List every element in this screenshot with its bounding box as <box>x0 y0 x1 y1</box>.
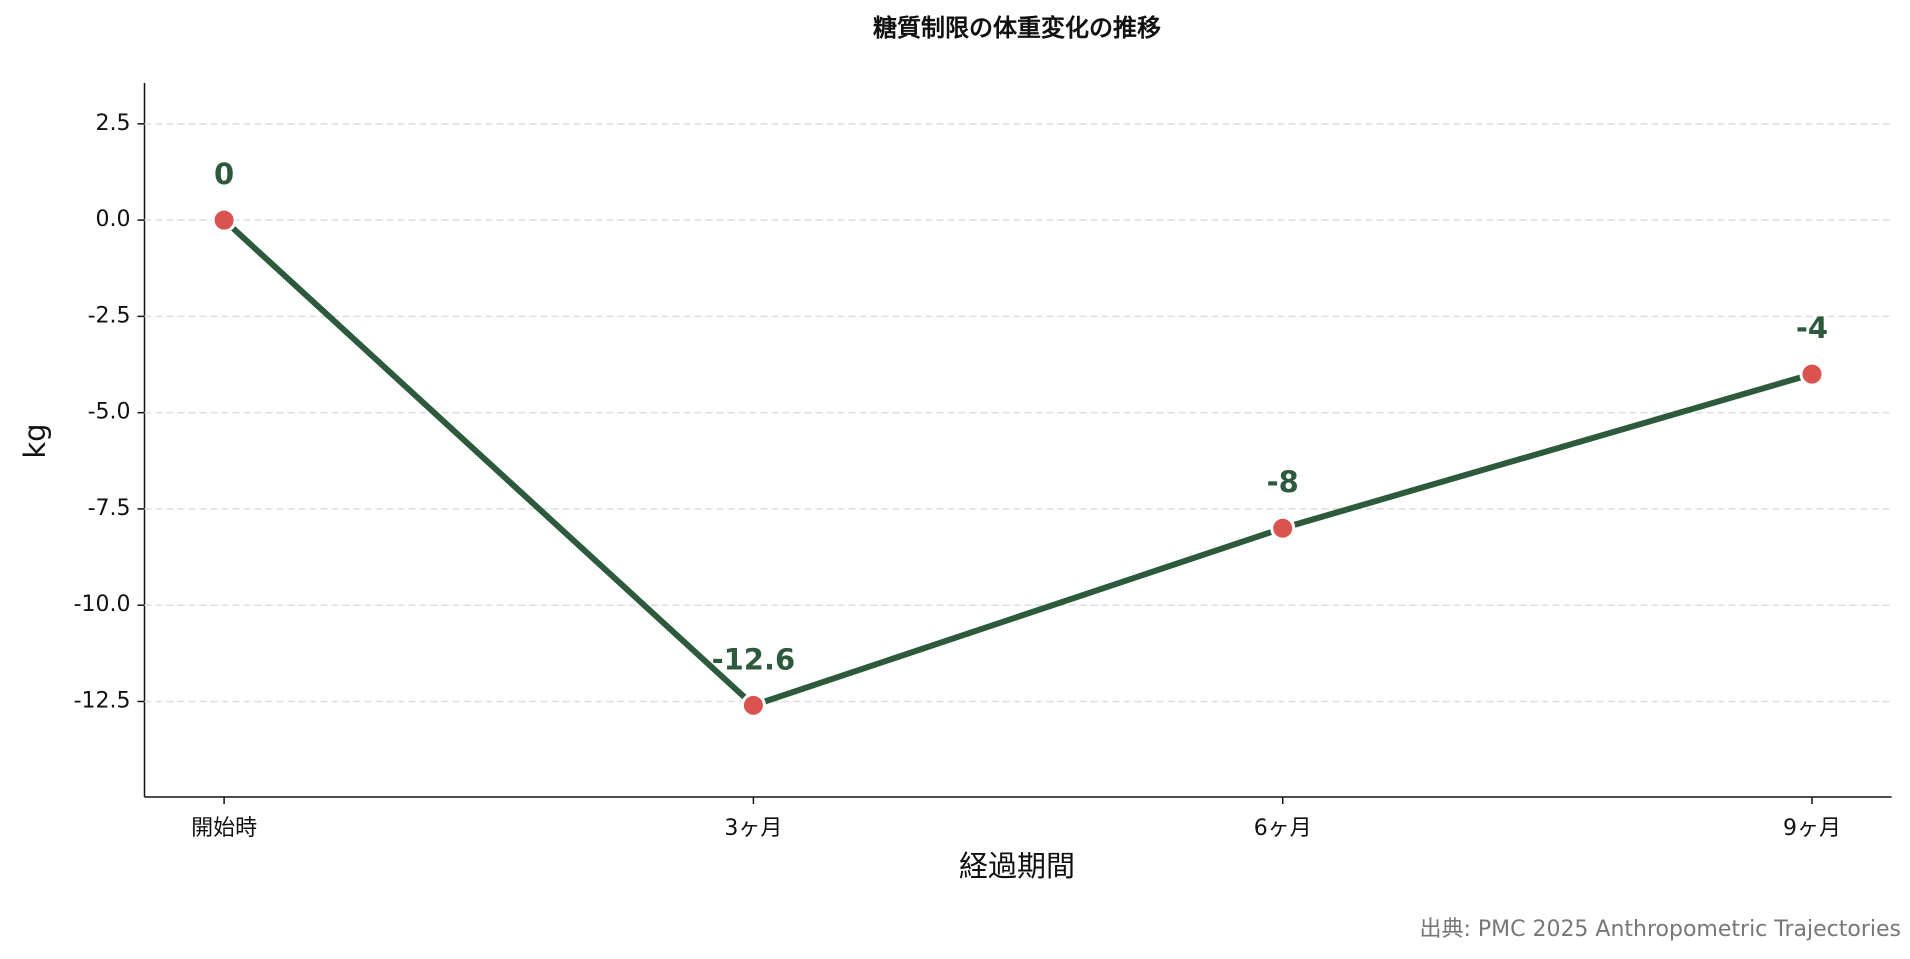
data-label: 0 <box>214 157 234 191</box>
data-label: -12.6 <box>712 642 796 676</box>
y-tick-label: -7.5 <box>88 496 131 521</box>
source-note: 出典: PMC 2025 Anthropometric Trajectories <box>1419 917 1901 942</box>
data-label: -8 <box>1267 465 1299 499</box>
chart-title: 糖質制限の体重変化の推移 <box>873 14 1161 42</box>
data-point <box>740 692 766 718</box>
y-axis-label: kg <box>18 423 52 458</box>
y-tick-label: -10.0 <box>74 592 131 617</box>
x-tick-label: 3ヶ月 <box>724 816 782 841</box>
x-tick-label: 開始時 <box>191 816 257 841</box>
data-line <box>222 217 1813 709</box>
y-tick-label: -12.5 <box>74 688 131 713</box>
data-label: -4 <box>1796 311 1828 345</box>
y-tick-label: 0.0 <box>96 207 131 232</box>
x-tick-label: 9ヶ月 <box>1783 816 1841 841</box>
x-tick-label: 6ヶ月 <box>1254 816 1312 841</box>
x-axis-label: 経過期間 <box>959 849 1075 883</box>
y-tick-label: 2.5 <box>96 111 131 136</box>
y-tick-label: -2.5 <box>88 303 131 328</box>
data-point <box>1270 515 1296 541</box>
data-point <box>211 207 237 233</box>
y-tick-label: -5.0 <box>88 400 131 425</box>
data-point <box>1799 361 1825 387</box>
